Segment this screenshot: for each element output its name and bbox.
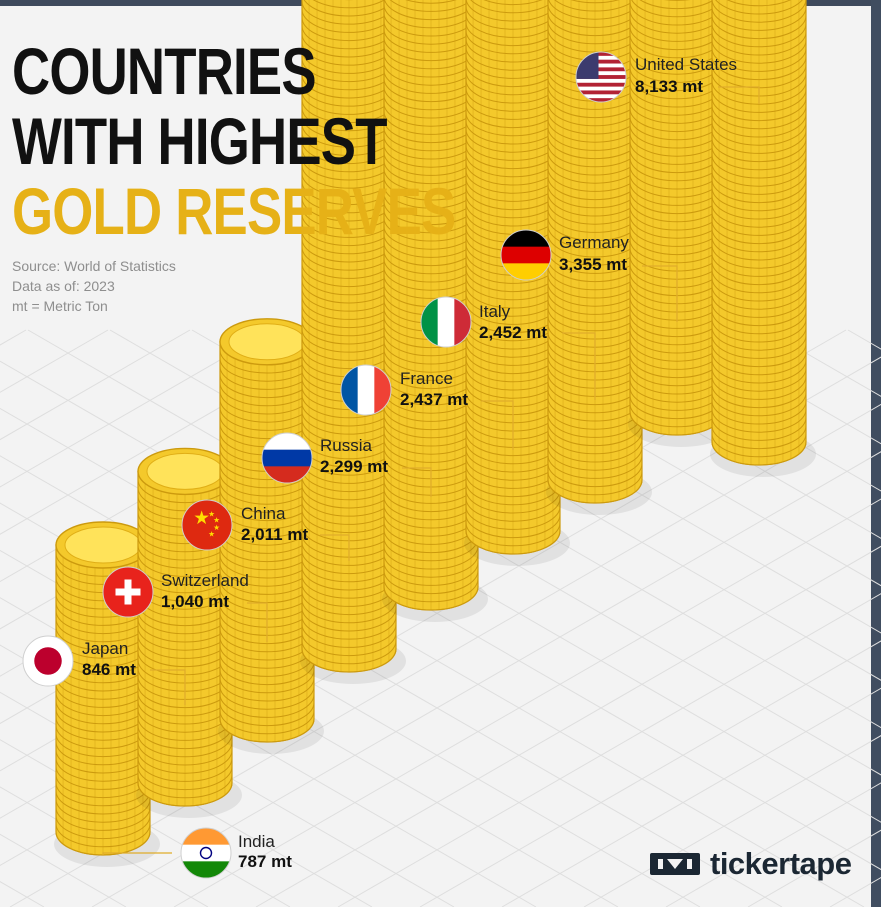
country-name: China (241, 504, 286, 523)
grid-line (91, 451, 881, 907)
leader-line (642, 265, 678, 322)
reserve-value: 2,452 mt (479, 323, 547, 342)
svg-text:★: ★ (208, 529, 215, 538)
russia-flag-icon (261, 432, 313, 484)
leader-line (481, 400, 514, 450)
leader-line (562, 332, 596, 400)
flag-outline (102, 566, 154, 618)
label-united-states: United States 8,133 mt (575, 51, 760, 104)
japan-flag-icon (22, 635, 74, 687)
coin-stack-united-states (710, 0, 816, 477)
leader-line (320, 534, 350, 561)
reserve-value: 787 mt (238, 852, 292, 871)
country-name: India (238, 832, 275, 851)
country-name: France (400, 369, 453, 388)
coin-top-inner (64, 526, 142, 564)
right-border (871, 0, 881, 907)
reserve-value: 2,437 mt (400, 390, 468, 409)
label-italy: Italy 2,452 mt (420, 296, 596, 400)
svg-text:★: ★ (213, 523, 220, 532)
grid-line (0, 786, 209, 907)
leader-line (247, 602, 268, 642)
country-name: Germany (559, 233, 629, 252)
reserve-value: 846 mt (82, 660, 136, 679)
tickertape-logo-icon (650, 853, 700, 875)
grid-line (9, 403, 881, 907)
label-japan: Japan 846 mt (22, 635, 186, 705)
reserve-value: 8,133 mt (635, 77, 703, 96)
leader-line (150, 669, 186, 705)
switzerland-flag-icon (102, 566, 154, 618)
grid-line (0, 691, 373, 907)
brand-logo: tickertape (650, 846, 852, 882)
leader-line (718, 86, 760, 104)
grid-line (27, 329, 881, 823)
leader-line (102, 852, 172, 855)
grid-line (0, 329, 191, 441)
country-name: Italy (479, 302, 511, 321)
svg-text:★: ★ (213, 516, 220, 525)
label-france: France 2,437 mt (340, 364, 514, 450)
unit-note-text: mt = Metric Ton (12, 298, 108, 314)
source-text: Source: World of Statistics (12, 258, 176, 274)
usa-flag-icon (575, 51, 627, 103)
title-line-2: WITH HIGHEST (12, 104, 387, 178)
svg-text:★: ★ (193, 508, 210, 529)
country-name: Switzerland (161, 571, 249, 590)
grid-line (0, 329, 355, 535)
grid-line (665, 782, 881, 907)
country-name: United States (635, 55, 737, 74)
flag-outline (22, 635, 74, 687)
country-name: Russia (320, 436, 373, 455)
flag-outline (180, 827, 232, 879)
grid-line (0, 360, 881, 871)
france-flag-icon (340, 364, 392, 416)
svg-text:★: ★ (208, 509, 215, 518)
coin-top-inner (146, 452, 224, 490)
flag-outline (340, 364, 392, 416)
grid-line (419, 640, 881, 907)
label-russia: Russia 2,299 mt (261, 432, 432, 497)
flag-outline (181, 499, 233, 551)
source-notes: Source: World of Statistics Data as of: … (12, 256, 176, 316)
title-line-1: COUNTRIES (12, 34, 317, 108)
reserve-value: 2,299 mt (320, 457, 388, 476)
germany-flag-icon (500, 229, 552, 281)
reserve-value: 1,040 mt (161, 592, 229, 611)
italy-flag-icon (420, 296, 472, 348)
grid-line (847, 329, 881, 350)
label-switzerland: Switzerland 1,040 mt (102, 566, 268, 642)
india-flag-icon (180, 827, 232, 879)
flag-outline (261, 432, 313, 484)
grid-line (255, 545, 881, 907)
grid-line (0, 881, 45, 907)
grid-line (683, 329, 881, 445)
brand-name: tickertape (710, 846, 852, 881)
reserve-value: 2,011 mt (241, 525, 308, 544)
label-germany: Germany 3,355 mt (500, 229, 678, 322)
date-text: Data as of: 2023 (12, 278, 115, 294)
reserve-value: 3,355 mt (559, 255, 627, 274)
country-name: Japan (82, 639, 128, 658)
grid-line (583, 735, 881, 907)
grid-line (0, 644, 455, 907)
title-line-3: GOLD RESERVES (12, 174, 456, 248)
grid-line (0, 597, 537, 907)
flag-outline (575, 51, 627, 103)
grid-line (337, 593, 881, 907)
china-flag-icon: ★★★★★ (181, 499, 233, 551)
grid-line (501, 687, 881, 907)
page-title: COUNTRIES WITH HIGHEST GOLD RESERVES (12, 34, 456, 248)
flag-outline (420, 296, 472, 348)
grid-line (0, 329, 273, 488)
grid-line (173, 498, 881, 907)
leader-line (402, 467, 432, 497)
coin-top-inner (228, 323, 306, 361)
flag-outline (500, 229, 552, 281)
